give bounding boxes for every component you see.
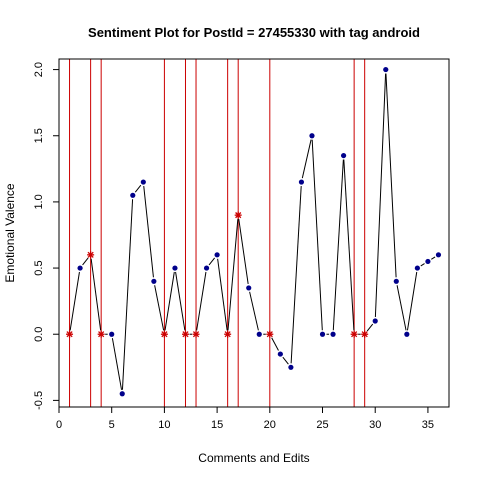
x-tick-label: 20 xyxy=(264,419,276,431)
series-segment xyxy=(374,73,387,318)
series-segment xyxy=(396,285,407,331)
edit-point xyxy=(87,251,95,259)
edit-point xyxy=(66,330,74,338)
chart-title: Sentiment Plot for PostId = 27455330 wit… xyxy=(88,25,420,40)
edit-point xyxy=(160,330,168,338)
data-point xyxy=(256,331,262,337)
series-line xyxy=(69,73,436,390)
data-point xyxy=(109,331,115,337)
edit-point xyxy=(181,330,189,338)
edit-point xyxy=(97,330,105,338)
data-point xyxy=(288,364,294,370)
series-segment xyxy=(385,73,397,278)
x-tick-label: 35 xyxy=(422,419,434,431)
data-point xyxy=(119,391,125,397)
series-segment xyxy=(217,258,228,331)
data-point xyxy=(203,265,210,271)
data-point xyxy=(330,331,336,337)
data-point xyxy=(404,331,410,337)
series-segment xyxy=(175,271,186,331)
data-point xyxy=(319,331,326,337)
series-segment xyxy=(343,159,355,331)
series-segment xyxy=(238,219,249,285)
data-point xyxy=(383,66,389,73)
plot-border xyxy=(58,58,450,408)
x-axis-label: Comments and Edits xyxy=(198,451,309,465)
series-segment xyxy=(69,271,80,331)
data-point xyxy=(435,252,442,258)
x-tick-label: 0 xyxy=(56,419,62,431)
series-segment xyxy=(154,285,165,331)
data-point xyxy=(214,252,220,258)
series-segment xyxy=(134,184,142,193)
y-tick-label: 1.5 xyxy=(33,128,45,143)
series-segment xyxy=(290,186,302,364)
series-segment xyxy=(196,271,207,331)
y-tick-label: 1.0 xyxy=(33,194,45,209)
data-point xyxy=(393,278,399,284)
data-point xyxy=(298,179,305,185)
series-segment xyxy=(366,323,374,332)
data-point xyxy=(414,265,420,271)
y-tick-label: 0.5 xyxy=(33,260,45,275)
data-point xyxy=(372,318,378,324)
y-tick-label: 0.0 xyxy=(33,327,45,342)
x-tick-label: 15 xyxy=(211,419,223,431)
data-point xyxy=(425,258,431,265)
series-segment xyxy=(249,291,259,331)
series-segment xyxy=(420,263,425,267)
edit-point xyxy=(350,330,358,338)
x-tick-label: 10 xyxy=(158,419,170,431)
series-segment xyxy=(282,356,289,365)
series-segment xyxy=(431,256,436,260)
series-segment xyxy=(406,271,418,331)
series-segment xyxy=(143,185,154,278)
data-point xyxy=(277,351,283,357)
data-point xyxy=(130,192,136,198)
series-segment xyxy=(82,257,89,266)
data-point xyxy=(246,285,252,291)
data-point xyxy=(309,133,315,139)
edit-point xyxy=(192,330,200,338)
data-points xyxy=(66,66,442,397)
data-point xyxy=(77,265,83,271)
y-axis-label: Emotional Valence xyxy=(3,183,17,282)
data-point xyxy=(172,265,178,271)
series-segment xyxy=(311,139,323,331)
series-segment xyxy=(271,337,279,351)
x-tick-label: 30 xyxy=(369,419,381,431)
series-segment xyxy=(90,258,102,331)
x-tick-label: 25 xyxy=(316,419,328,431)
edit-lines xyxy=(69,59,366,407)
y-tick-label: -0.5 xyxy=(33,391,45,410)
series-segment xyxy=(332,159,344,331)
edit-point xyxy=(234,211,242,219)
edit-point xyxy=(224,330,232,338)
series-segment xyxy=(227,219,239,331)
series-segment xyxy=(164,271,175,331)
x-tick-label: 5 xyxy=(109,419,115,431)
data-point xyxy=(140,179,146,185)
y-tick-label: 2.0 xyxy=(33,62,45,77)
series-segment xyxy=(208,257,216,266)
data-point xyxy=(340,152,347,159)
series-segment xyxy=(111,338,123,390)
series-segment xyxy=(301,139,312,179)
edit-point xyxy=(266,330,274,338)
data-point xyxy=(151,278,157,284)
edit-point xyxy=(361,330,369,338)
series-segment xyxy=(121,199,134,390)
